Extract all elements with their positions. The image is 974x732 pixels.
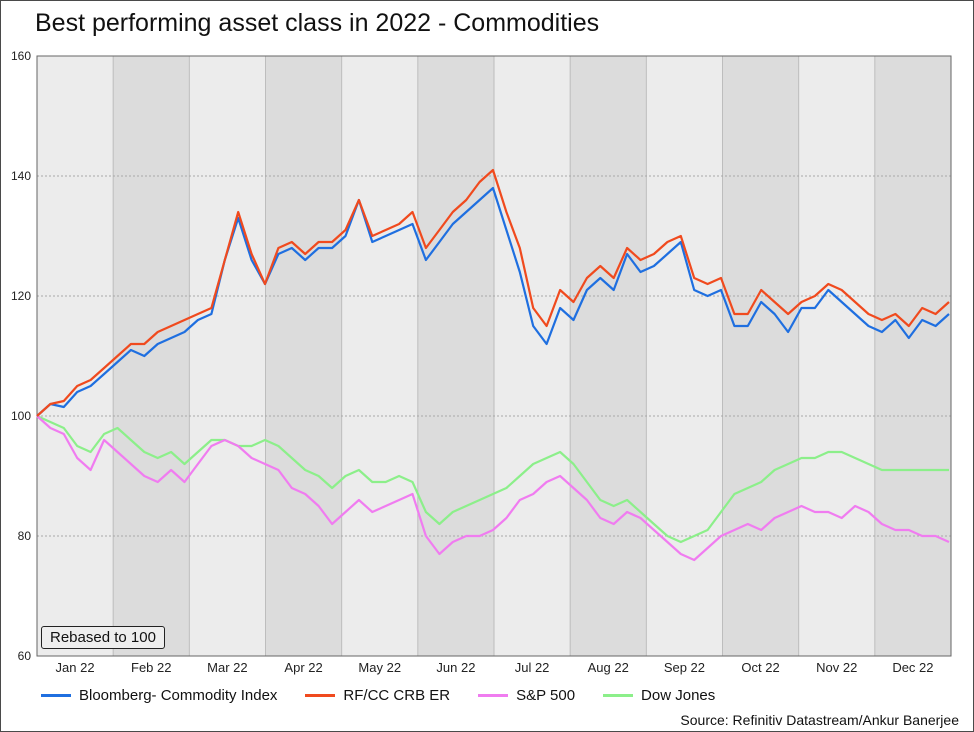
x-tick-label: Sep 22	[664, 660, 705, 675]
x-tick-label: Aug 22	[588, 660, 629, 675]
y-tick-label: 100	[11, 409, 31, 423]
chart-title: Best performing asset class in 2022 - Co…	[35, 9, 600, 37]
month-band	[265, 56, 342, 656]
x-tick-label: Jan 22	[56, 660, 95, 675]
series-line-0	[36, 186, 950, 417]
y-tick-label: 60	[18, 649, 32, 663]
month-band	[417, 56, 494, 656]
x-tick-label: Jun 22	[436, 660, 475, 675]
legend-swatch	[41, 694, 71, 697]
x-tick-label: Mar 22	[207, 660, 247, 675]
legend-swatch	[478, 694, 509, 697]
x-tick-label: Feb 22	[131, 660, 171, 675]
x-tick-label: Jul 22	[515, 660, 550, 675]
y-tick-label: 140	[11, 169, 31, 183]
x-tick-label: Nov 22	[816, 660, 857, 675]
series-line-3	[36, 414, 949, 544]
legend-swatch	[305, 694, 336, 697]
series-line-1	[36, 168, 950, 417]
month-band	[722, 56, 799, 656]
legend-label: S&P 500	[516, 687, 576, 704]
legend-swatch	[603, 694, 634, 697]
legend-item: S&P 500	[478, 687, 575, 704]
month-band	[113, 56, 190, 656]
legend-item: Dow Jones	[603, 687, 715, 704]
y-tick-label: 80	[18, 529, 32, 543]
x-tick-label: Dec 22	[892, 660, 933, 675]
x-tick-label: May 22	[358, 660, 401, 675]
legend-label: RF/CC CRB ER	[343, 687, 451, 704]
month-band	[570, 56, 647, 656]
month-band	[874, 56, 951, 656]
legend-item: RF/CC CRB ER	[305, 687, 450, 704]
source-note: Source: Refinitiv Datastream/Ankur Baner…	[680, 712, 959, 728]
legend-label: Bloomberg- Commodity Index	[79, 687, 278, 704]
legend-item: Bloomberg- Commodity Index	[41, 687, 277, 704]
plot-border	[36, 55, 952, 657]
legend: Bloomberg- Commodity Index RF/CC CRB ER S&…	[41, 687, 743, 704]
series-line-2	[36, 415, 950, 562]
legend-label: Dow Jones	[641, 687, 716, 704]
rebased-note: Rebased to 100	[41, 626, 165, 649]
x-tick-label: Apr 22	[284, 660, 322, 675]
y-tick-label: 160	[11, 49, 31, 63]
y-tick-label: 120	[11, 289, 31, 303]
x-tick-label: Oct 22	[741, 660, 779, 675]
